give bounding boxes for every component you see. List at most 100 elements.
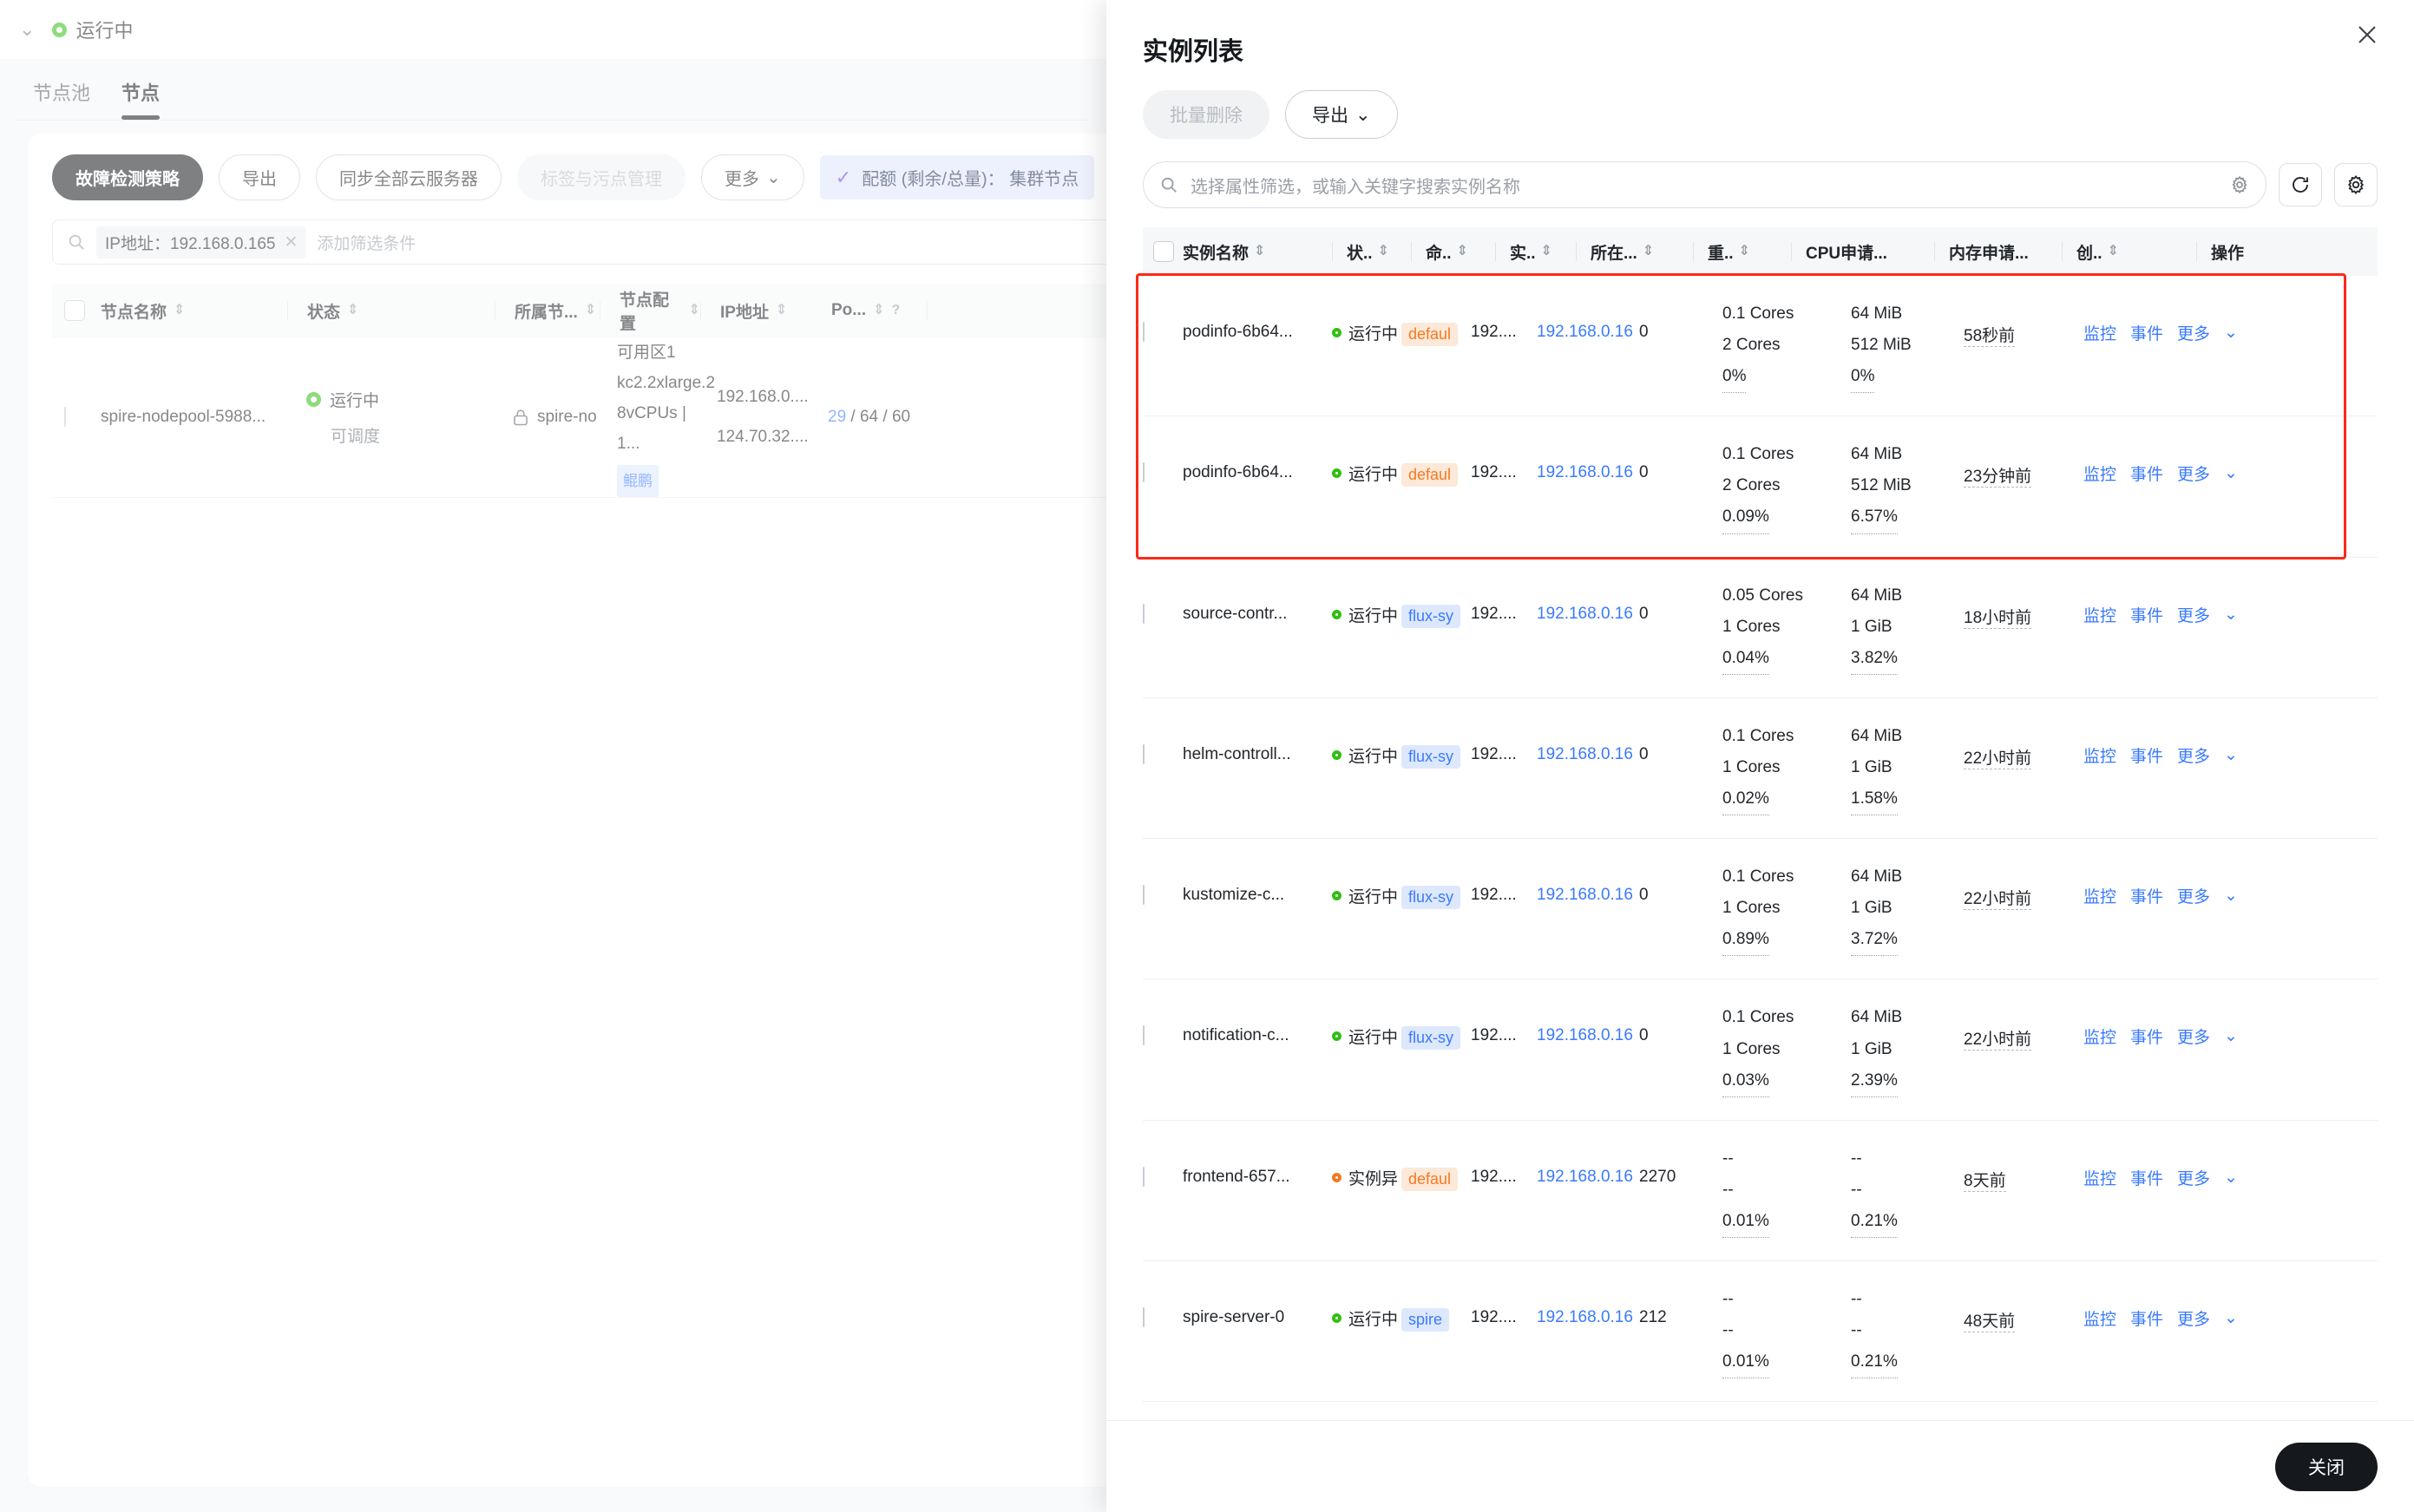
events-link[interactable]: 事件	[2130, 1169, 2164, 1188]
more-link[interactable]: 更多	[2177, 1169, 2211, 1188]
more-link[interactable]: 更多	[2177, 1029, 2211, 1048]
drawer-scrim[interactable]	[0, 0, 1106, 1512]
tab-node[interactable]: 节点	[106, 78, 175, 120]
events-link[interactable]: 事件	[2130, 888, 2164, 907]
col-instance-ip[interactable]: 实.. ⇕	[1496, 240, 1576, 264]
events-link[interactable]: 事件	[2130, 747, 2164, 766]
fault-detection-policy-button[interactable]: 故障检测策略	[52, 154, 203, 200]
events-link[interactable]: 事件	[2130, 466, 2164, 485]
monitor-link[interactable]: 监控	[2083, 1029, 2117, 1048]
monitor-link[interactable]: 监控	[2083, 466, 2117, 485]
sort-icon[interactable]: ⇕	[2107, 244, 2119, 259]
row-checkbox[interactable]	[1143, 1002, 1183, 1046]
sort-icon[interactable]: ⇕	[1738, 244, 1750, 259]
sync-all-servers-button[interactable]: 同步全部云服务器	[316, 154, 502, 200]
monitor-link[interactable]: 监控	[2083, 747, 2117, 766]
col-instance-name[interactable]: 实例名称 ⇕	[1183, 240, 1332, 264]
sort-icon[interactable]: ⇕	[775, 303, 788, 317]
chevron-down-icon[interactable]: ⌄	[19, 18, 36, 40]
question-circle-icon[interactable]: ?	[891, 303, 901, 317]
col-pods[interactable]: Po... ⇕ ?	[805, 301, 927, 320]
col-node-name[interactable]: 节点名称 ⇕	[101, 299, 287, 323]
col-nodepool[interactable]: 所属节... ⇕	[495, 299, 600, 323]
instance-name[interactable]: notification-c...	[1183, 1026, 1289, 1045]
chevron-down-icon[interactable]: ⌄	[2224, 745, 2238, 764]
more-link[interactable]: 更多	[2177, 466, 2211, 485]
instance-name[interactable]: helm-controll...	[1183, 744, 1291, 763]
monitor-link[interactable]: 监控	[2083, 325, 2117, 344]
table-row[interactable]: spire-server-0 运行中 spire 192.... 192.168.0.1…	[1143, 1261, 2378, 1403]
row-checkbox[interactable]	[1143, 861, 1183, 906]
row-checkbox[interactable]	[1143, 580, 1183, 624]
sort-icon[interactable]: ⇕	[873, 303, 885, 317]
node-ip-link[interactable]: 192.168.0.16	[1537, 1307, 1633, 1326]
node-pods-used[interactable]: 29	[828, 408, 847, 426]
table-row[interactable]: spire-nodepool-5988... 运行中 可调度 spire-no.…	[52, 337, 1106, 498]
more-link[interactable]: 更多	[2177, 325, 2211, 344]
table-row[interactable]: kustomize-c... 运行中 flux-sy 192.... 192.168.0…	[1143, 839, 2378, 980]
table-row[interactable]: frontend-657... 实例异 defaul 192.... 192.168.0…	[1143, 1121, 2378, 1261]
instance-name[interactable]: spire-server-0	[1183, 1307, 1285, 1326]
refresh-button[interactable]	[2279, 163, 2322, 206]
node-ip-link[interactable]: 192.168.0.16	[1537, 886, 1633, 905]
sort-icon[interactable]: ⇕	[1456, 244, 1468, 259]
more-link[interactable]: 更多	[2177, 888, 2211, 907]
row-checkbox[interactable]	[1143, 439, 1183, 483]
more-link[interactable]: 更多	[2177, 747, 2211, 766]
close-button[interactable]: 关闭	[2275, 1442, 2378, 1491]
instance-name[interactable]: kustomize-c...	[1183, 886, 1285, 905]
table-row[interactable]: notification-c... 运行中 flux-sy 192.... 192.16…	[1143, 979, 2378, 1121]
filter-chip-ip[interactable]: IP地址：192.168.0.165 ✕	[96, 226, 307, 259]
row-checkbox[interactable]	[1143, 1143, 1183, 1187]
node-filter-bar[interactable]: IP地址：192.168.0.165 ✕ 添加筛选条件	[52, 219, 1106, 265]
col-restarts[interactable]: 重.. ⇕	[1694, 240, 1791, 264]
instance-name[interactable]: podinfo-6b64...	[1183, 323, 1293, 341]
search-input[interactable]: 选择属性筛选，或输入关键字搜索实例名称	[1143, 161, 2266, 208]
chevron-down-icon[interactable]: ⌄	[2224, 1308, 2238, 1327]
col-node-config[interactable]: 节点配置 ⇕	[600, 287, 700, 334]
tab-nodepool[interactable]: 节点池	[33, 82, 91, 104]
row-checkbox[interactable]	[1143, 1284, 1183, 1327]
events-link[interactable]: 事件	[2130, 606, 2164, 625]
col-namespace[interactable]: 命.. ⇕	[1412, 240, 1495, 264]
monitor-link[interactable]: 监控	[2083, 1169, 2117, 1188]
more-button[interactable]: 更多 ⌄	[701, 154, 804, 200]
close-icon[interactable]	[2348, 16, 2386, 54]
monitor-link[interactable]: 监控	[2083, 888, 2117, 907]
monitor-link[interactable]: 监控	[2083, 606, 2117, 625]
select-all-checkbox[interactable]	[52, 300, 101, 321]
node-ip-link[interactable]: 192.168.0.16	[1537, 1167, 1633, 1186]
col-status[interactable]: 状态 ⇕	[288, 299, 495, 323]
row-checkbox[interactable]	[1143, 298, 1183, 342]
table-row[interactable]: podinfo-6b64... 运行中 defaul 192.... 192.168.0…	[1143, 416, 2378, 558]
events-link[interactable]: 事件	[2130, 325, 2164, 344]
node-ip-link[interactable]: 192.168.0.16	[1537, 463, 1633, 482]
col-ip[interactable]: IP地址 ⇕	[701, 299, 805, 323]
sort-icon[interactable]: ⇕	[174, 303, 186, 317]
export-button[interactable]: 导出	[219, 154, 300, 200]
col-created[interactable]: 创.. ⇕	[2063, 240, 2196, 264]
chevron-down-icon[interactable]: ⌄	[2224, 605, 2238, 624]
chevron-down-icon[interactable]: ⌄	[2224, 1027, 2238, 1046]
events-link[interactable]: 事件	[2130, 1029, 2164, 1048]
select-all-checkbox[interactable]	[1143, 241, 1183, 262]
sort-icon[interactable]: ⇕	[688, 303, 700, 317]
node-ip-link[interactable]: 192.168.0.16	[1537, 1026, 1633, 1045]
col-status[interactable]: 状.. ⇕	[1333, 240, 1411, 264]
export-dropdown-button[interactable]: 导出 ⌄	[1285, 90, 1398, 139]
sort-icon[interactable]: ⇕	[1642, 244, 1655, 259]
sort-icon[interactable]: ⇕	[1540, 244, 1552, 259]
events-link[interactable]: 事件	[2130, 1310, 2164, 1329]
chevron-down-icon[interactable]: ⌄	[2224, 464, 2238, 483]
table-row[interactable]: podinfo-6b64... 运行中 defaul 192.... 192.168.0…	[1143, 276, 2378, 417]
table-row[interactable]: source-contr... 运行中 flux-sy 192.... 192.168.…	[1143, 558, 2378, 698]
sort-icon[interactable]: ⇕	[347, 303, 359, 317]
row-checkbox[interactable]	[52, 407, 101, 427]
monitor-link[interactable]: 监控	[2083, 1310, 2117, 1329]
settings-button[interactable]	[2334, 163, 2378, 206]
sort-icon[interactable]: ⇕	[1377, 244, 1389, 259]
sort-icon[interactable]: ⇕	[584, 303, 597, 317]
chevron-down-icon[interactable]: ⌄	[2224, 887, 2238, 906]
chevron-down-icon[interactable]: ⌄	[2224, 324, 2238, 342]
row-checkbox[interactable]	[1143, 721, 1183, 764]
